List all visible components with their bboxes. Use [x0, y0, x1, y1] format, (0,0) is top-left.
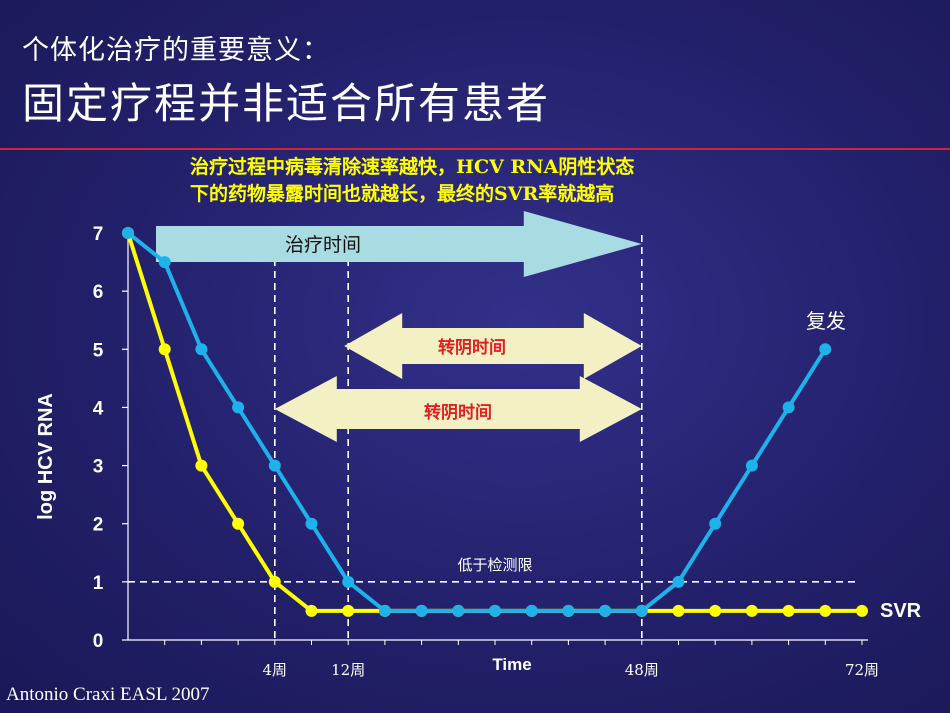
data-point-slow	[342, 575, 355, 588]
slide-subtitle: 个体化治疗的重要意义：	[22, 35, 330, 66]
data-point-slow	[709, 517, 722, 530]
data-point-fast	[819, 604, 832, 617]
data-point-fast	[342, 604, 355, 617]
data-point-slow	[745, 459, 758, 472]
data-point-fast	[268, 575, 281, 588]
x-tick-label: 48周	[625, 661, 659, 679]
y-tick-label: 1	[93, 573, 104, 594]
data-point-slow	[415, 604, 428, 617]
y-tick-label: 7	[93, 224, 104, 245]
treatment-time-label: 治疗时间	[285, 234, 361, 256]
negative-time-arrow-long	[274, 376, 642, 442]
data-point-slow	[158, 256, 171, 269]
negative-time-arrow-short	[344, 313, 642, 379]
note-line-1: 治疗过程中病毒清除速率越快，HCV RNA阴性状态	[190, 156, 635, 178]
y-tick-label: 0	[93, 631, 104, 652]
data-point-slow	[268, 459, 281, 472]
data-point-fast	[158, 343, 171, 356]
data-point-slow	[195, 343, 208, 356]
data-point-slow	[452, 604, 465, 617]
y-tick-label: 3	[93, 457, 104, 478]
relapse-label: 复发	[806, 309, 846, 333]
citation: Antonio Craxi EASL 2007	[6, 684, 210, 705]
x-tick-label: 72周	[845, 661, 879, 679]
yellow-note: 治疗过程中病毒清除速率越快，HCV RNA阴性状态 下的药物暴露时间也就越长，最…	[190, 154, 750, 208]
data-point-fast	[856, 604, 868, 617]
data-point-slow	[672, 575, 685, 588]
x-axis-title: Time	[492, 655, 531, 674]
data-point-slow	[305, 517, 318, 530]
data-point-slow	[599, 604, 612, 617]
y-tick-label: 5	[93, 340, 104, 361]
y-tick-label: 4	[93, 398, 104, 419]
data-point-slow	[525, 604, 538, 617]
title-divider	[0, 148, 950, 150]
treatment-time-arrow	[156, 211, 642, 277]
svr-label: SVR	[880, 600, 922, 622]
data-point-slow	[819, 343, 832, 356]
data-point-fast	[232, 517, 245, 530]
data-point-fast	[195, 459, 208, 472]
data-point-slow	[635, 604, 648, 617]
y-tick-label: 2	[93, 515, 104, 536]
negative-time-label-long: 转阴时间	[424, 402, 492, 423]
data-point-fast	[709, 604, 722, 617]
x-tick-label: 12周	[331, 661, 365, 679]
data-point-slow	[489, 604, 501, 617]
data-point-fast	[782, 604, 795, 617]
data-point-slow	[378, 604, 391, 617]
data-point-slow	[122, 227, 134, 239]
data-point-slow	[232, 401, 245, 414]
data-point-slow	[562, 604, 575, 617]
slide-title: 固定疗程并非适合所有患者	[22, 79, 551, 128]
data-point-fast	[745, 604, 758, 617]
detection-limit-label: 低于检测限	[457, 556, 532, 574]
data-point-slow	[782, 401, 795, 414]
data-point-fast	[672, 604, 685, 617]
y-tick-label: 6	[93, 282, 104, 303]
series-line-slow	[126, 231, 827, 613]
note-line-2: 下的药物暴露时间也就越长，最终的SVR率就越高	[190, 183, 615, 205]
negative-time-label-short: 转阴时间	[438, 337, 506, 358]
x-tick-label: 4周	[263, 661, 288, 679]
y-axis-title: log HCV RNA	[35, 393, 57, 520]
data-point-fast	[305, 604, 318, 617]
